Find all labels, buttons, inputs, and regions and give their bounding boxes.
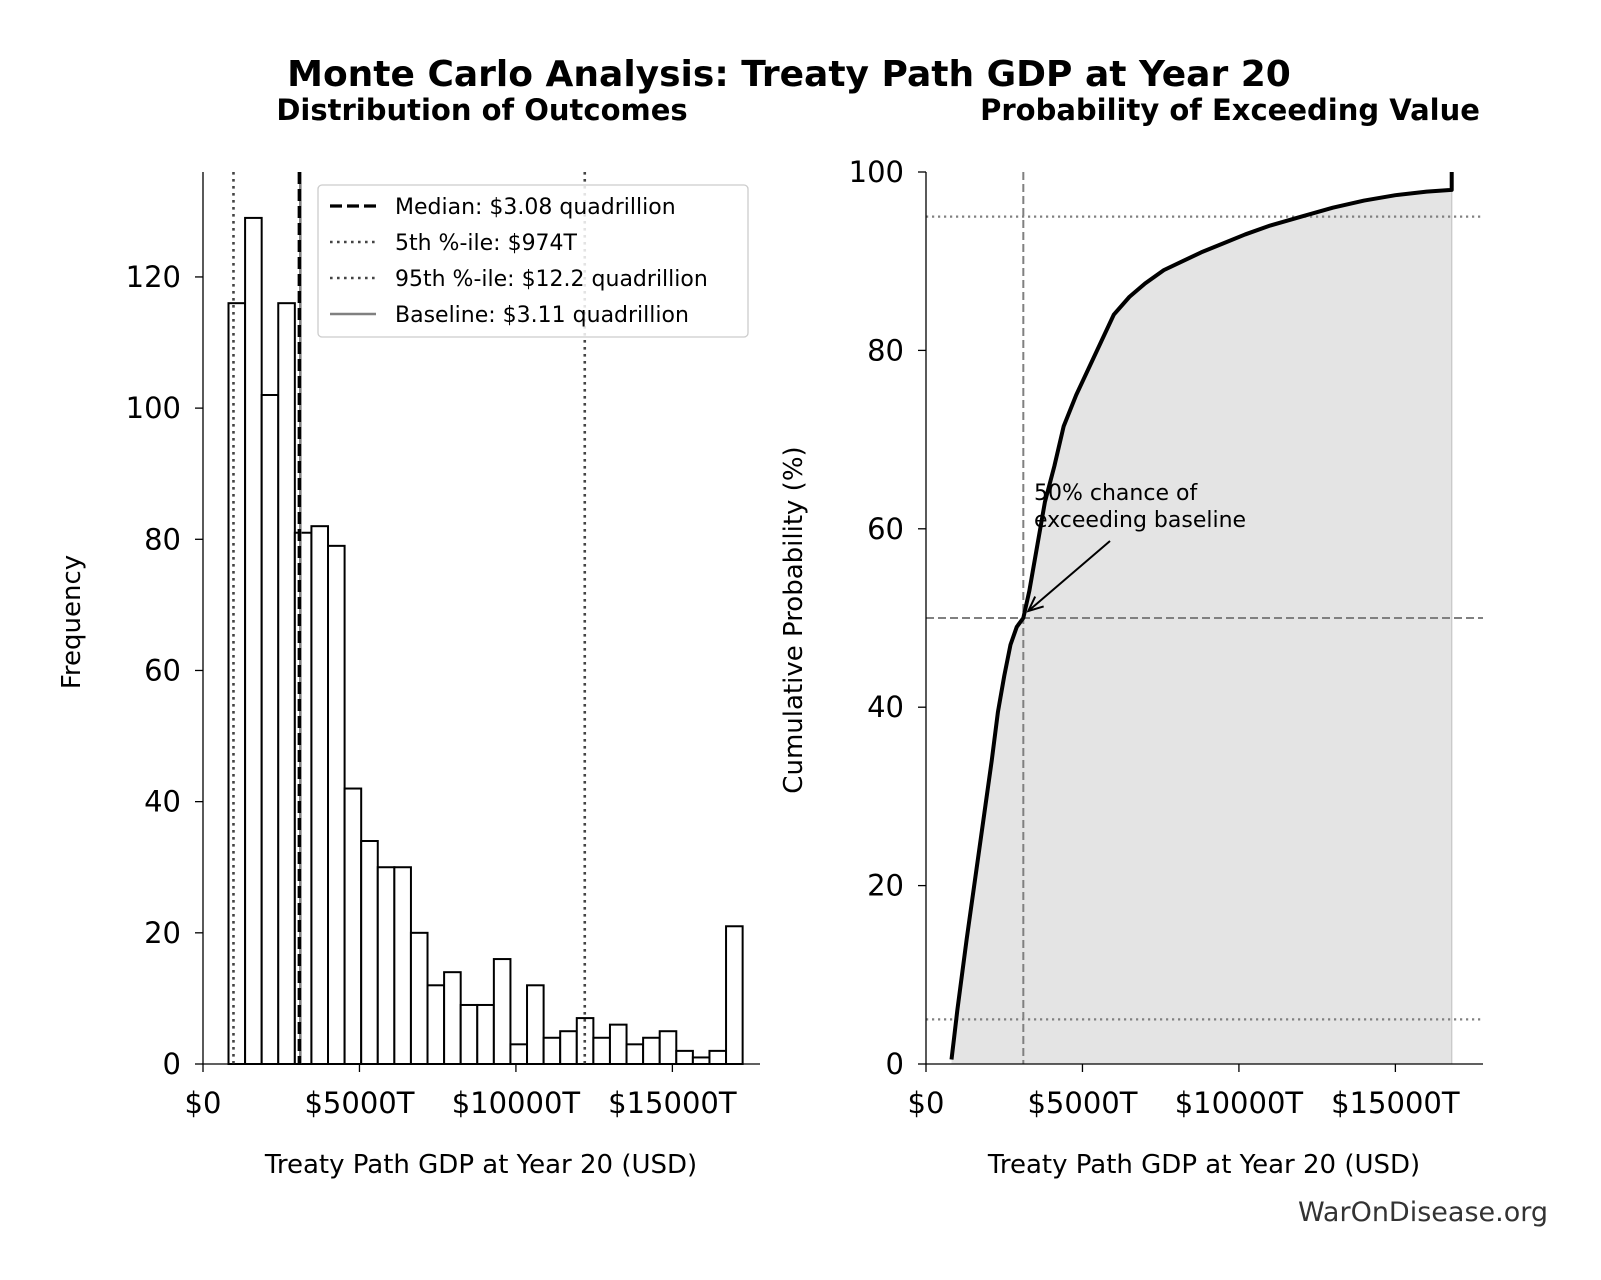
histogram-y-tick-label: 120: [126, 260, 181, 294]
histogram-y-axis-label: Frequency: [57, 555, 87, 689]
histogram-bar: [675, 1049, 694, 1065]
annotation-text-line2: exceeding baseline: [1034, 508, 1246, 533]
exceedance-x-tick-label: $15000T: [1331, 1086, 1460, 1120]
exceedance-y-tick-label: 40: [867, 690, 904, 724]
histogram-bar: [725, 925, 744, 1065]
histogram-bar: [426, 984, 446, 1066]
legend-baseline-label: Baseline: $3.11 quadrillion: [395, 303, 689, 328]
histogram-bar: [293, 531, 313, 1065]
histogram-bar: [476, 1003, 495, 1065]
exceedance-y-tick-label: 0: [886, 1047, 904, 1081]
annotation-text-line1: 50% chance of: [1034, 481, 1198, 506]
histogram-y-tick-label: 20: [144, 916, 181, 950]
exceedance-y-axis-label: Cumulative Probability (%): [779, 446, 809, 793]
histogram-x-tick-label: $15000T: [608, 1086, 737, 1120]
histogram-bar: [376, 866, 396, 1065]
exceedance-subtitle: Probability of Exceeding Value: [980, 93, 1480, 127]
figure-title: Monte Carlo Analysis: Treaty Path GDP at…: [287, 54, 1291, 95]
histogram-bar: [409, 931, 429, 1066]
histogram-x-tick-label: $5000T: [304, 1086, 414, 1120]
histogram-x-tick-label: $0: [185, 1086, 222, 1120]
annotation-arrow: [1027, 540, 1111, 612]
histogram-bar: [642, 1036, 661, 1065]
legend-median-label: Median: $3.08 quadrillion: [395, 195, 676, 220]
exceedance-panel: Probability of Exceeding Value $0 $5000T $…: [779, 93, 1483, 1180]
histogram-panel: Distribution of Outcomes $0 $5000T $10000T…: [57, 93, 760, 1180]
legend-p95-label: 95th %-ile: $12.2 quadrillion: [395, 267, 708, 292]
histogram-bar: [625, 1043, 645, 1065]
histogram-bar: [327, 544, 346, 1065]
exceedance-curve: [949, 172, 1454, 1060]
histogram-bar: [708, 1049, 728, 1065]
histogram-bar: [658, 1030, 678, 1066]
exceedance-x-tick-label: $5000T: [1027, 1086, 1137, 1120]
histogram-bar: [492, 958, 512, 1066]
histogram-bar: [459, 1003, 479, 1065]
exceedance-x-axis-label: Treaty Path GDP at Year 20 (USD): [987, 1150, 1420, 1180]
histogram-y-tick-label: 100: [126, 391, 181, 425]
exceedance-y-tick-label: 80: [867, 333, 904, 367]
legend-frame: [317, 184, 749, 338]
legend-p5-label: 5th %-ile: $974T: [395, 231, 578, 256]
histogram-subtitle: Distribution of Outcomes: [276, 93, 687, 127]
annotation-arrowhead: [1026, 596, 1044, 613]
histogram-bar: [526, 984, 545, 1066]
histogram-y-tick-label: 60: [144, 653, 181, 687]
histogram-bar: [691, 1056, 711, 1065]
histogram-legend: Median: $3.08 quadrillion 5th %-ile: $97…: [317, 184, 749, 338]
watermark: WarOnDisease.org: [1298, 1197, 1548, 1228]
histogram-bar: [310, 525, 330, 1065]
histogram-bar: [559, 1030, 578, 1066]
histogram-bar: [509, 1043, 529, 1065]
histogram-x-tick-label: $10000T: [452, 1086, 581, 1120]
histogram-bar: [244, 216, 263, 1066]
histogram-bar: [592, 1036, 611, 1065]
exceedance-y-tick-label: 20: [867, 869, 904, 903]
histogram-bar: [277, 302, 296, 1066]
histogram-bar: [443, 971, 462, 1065]
histogram-bar: [227, 302, 247, 1066]
histogram-bar: [393, 866, 412, 1065]
exceedance-x-tick-label: $10000T: [1175, 1086, 1304, 1120]
histogram-bar: [360, 840, 379, 1065]
histogram-x-axis-label: Treaty Path GDP at Year 20 (USD): [264, 1150, 697, 1180]
histogram-bar: [542, 1036, 562, 1065]
histogram-bar: [260, 394, 280, 1065]
exceedance-x-tick-label: $0: [908, 1086, 945, 1120]
histogram-y-tick-label: 80: [144, 522, 181, 556]
histogram-y-tick-label: 0: [163, 1047, 181, 1081]
histogram-bar: [608, 1023, 628, 1066]
exceedance-y-tick-label: 60: [867, 512, 904, 546]
histogram-bar: [343, 787, 363, 1065]
exceedance-y-tick-label: 100: [849, 155, 904, 189]
histogram-y-tick-label: 40: [144, 785, 181, 819]
